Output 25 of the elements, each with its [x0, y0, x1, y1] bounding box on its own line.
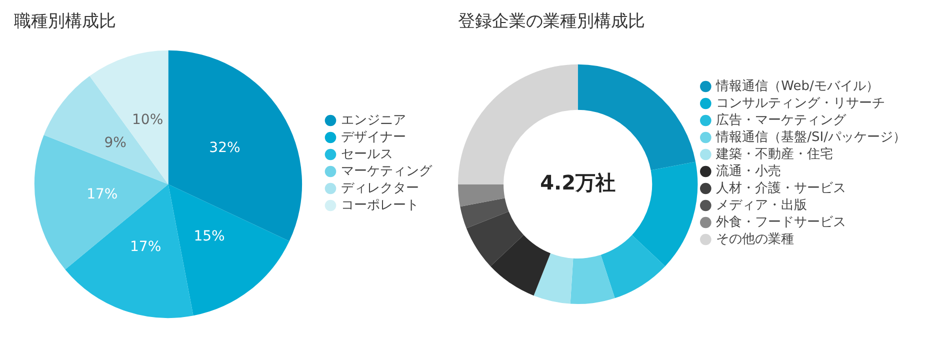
chart-title: 登録企業の業種別構成比 [458, 12, 645, 32]
legend-label: ディレクター [341, 180, 419, 196]
legend-label: 流通・小売 [716, 162, 782, 179]
text: 4.2万社 [540, 170, 616, 194]
data-label: 9% [104, 134, 126, 151]
legend-label: 人材・介護・サービス [716, 180, 846, 196]
legend-label: 外食・フードサービス [716, 214, 846, 230]
legend-label: デザイナー [341, 130, 406, 145]
legend-label: 情報通信（基盤/SI/パッケージ） [715, 130, 906, 145]
data-label: 32% [209, 140, 240, 156]
legend-label: メディア・出版 [716, 198, 808, 213]
legend-label: 広告・マーケティング [716, 112, 848, 128]
legend-label: 建築・不動産・住宅 [715, 146, 834, 162]
data-label: 10% [132, 112, 164, 128]
legend-label: セールス [341, 146, 393, 162]
legend-label: エンジニア [341, 112, 406, 128]
chart-title: 職種別構成比 [14, 12, 116, 32]
legend-label: マーケティング [341, 164, 433, 179]
legend-label: 情報通信（Web/モバイル） [715, 78, 879, 94]
legend-label: コンサルティング・リサーチ [716, 96, 886, 111]
legend-label: その他の業種 [716, 232, 794, 247]
legend-label: コーポレート [341, 198, 419, 213]
data-label: 17% [86, 186, 118, 202]
data-label: 15% [194, 228, 225, 245]
data-label: 17% [130, 238, 162, 255]
